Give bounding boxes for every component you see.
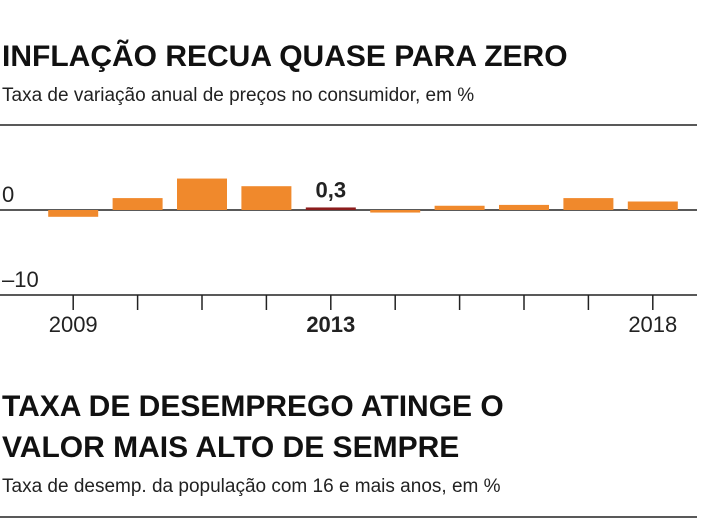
bar [563, 198, 614, 210]
chart-title: VALOR MAIS ALTO DE SEMPRE [2, 431, 459, 464]
bar [305, 207, 356, 210]
bar [241, 186, 292, 210]
bar [370, 210, 421, 213]
bar [48, 210, 99, 217]
x-tick-label: 2009 [49, 312, 98, 337]
bar [112, 198, 163, 210]
data-label: 0,3 [316, 177, 347, 202]
x-tick-label: 2018 [628, 312, 677, 337]
chart-subtitle: Taxa de variação anual de preços no cons… [2, 85, 474, 106]
chart-title: TAXA DE DESEMPREGO ATINGE O [2, 390, 504, 423]
bar [434, 205, 485, 210]
chart-title: INFLAÇÃO RECUA QUASE PARA ZERO [2, 39, 568, 73]
bar [499, 204, 549, 210]
x-tick-label: 2013 [306, 312, 355, 337]
y-tick-label: 0 [2, 182, 14, 207]
y-tick-label: –10 [2, 267, 39, 292]
chart-subtitle: Taxa de desemp. da população com 16 e ma… [2, 476, 501, 497]
bar [177, 178, 227, 210]
bar [627, 201, 678, 210]
